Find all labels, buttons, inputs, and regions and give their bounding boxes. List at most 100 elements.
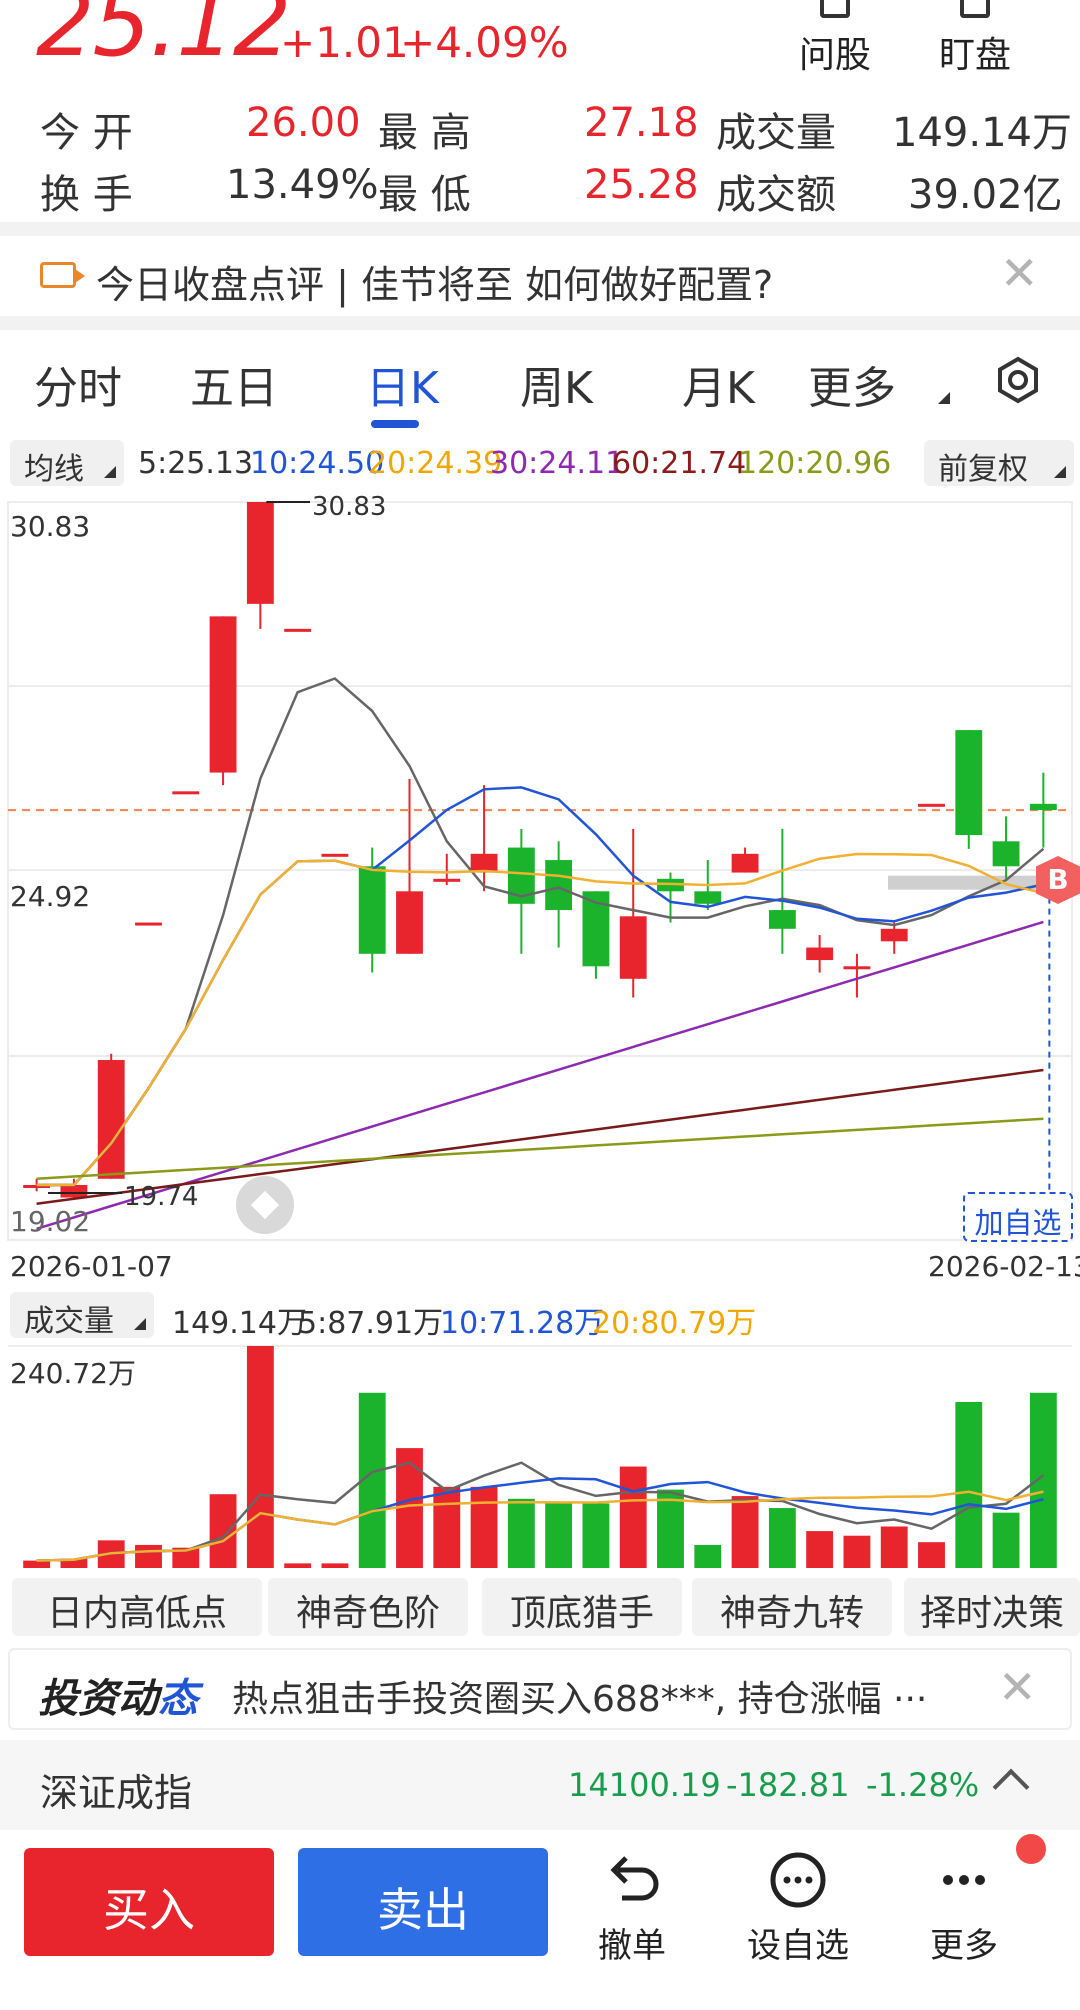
high-value: 27.18 bbox=[584, 100, 699, 146]
adjust-selector[interactable]: 前复权 bbox=[924, 440, 1074, 487]
volume-bar bbox=[470, 1486, 498, 1568]
min-annotation: 19.74 bbox=[124, 1182, 199, 1212]
volume-label: 成交量 bbox=[716, 110, 836, 156]
tab-more[interactable]: 更多 bbox=[808, 363, 896, 414]
news-brand-accent: 态 bbox=[158, 1676, 198, 1722]
volume-bar bbox=[768, 1508, 796, 1568]
price-change: +1.01 bbox=[280, 18, 409, 67]
index-value: 14100.19 bbox=[568, 1766, 721, 1804]
ma30-value: 30:24.11 bbox=[490, 446, 625, 481]
volume-bar bbox=[694, 1544, 722, 1568]
turnover-value: 13.49% bbox=[226, 162, 379, 208]
candle-body bbox=[23, 1185, 51, 1189]
volume-bar bbox=[433, 1486, 461, 1568]
volume-bar bbox=[1029, 1392, 1057, 1568]
candle-body bbox=[172, 791, 200, 795]
tool-top-bottom-hunter[interactable]: 顶底猎手 bbox=[482, 1578, 682, 1636]
candle-body bbox=[284, 628, 312, 632]
buy-button[interactable]: 买入 bbox=[24, 1848, 274, 1956]
volume-bar bbox=[806, 1531, 834, 1568]
watch-label: 盯盘 bbox=[938, 35, 1011, 76]
price-change-pct: +4.09% bbox=[400, 18, 569, 67]
candle-body bbox=[60, 1185, 88, 1198]
ma10-line bbox=[36, 786, 1044, 1187]
trade-bar: 买入 卖出 撤单 设自选 更多 bbox=[0, 1830, 1080, 2010]
tab-daily-k[interactable]: 日K bbox=[366, 363, 439, 414]
y-mid-label: 24.92 bbox=[10, 880, 91, 913]
more-circle-icon bbox=[770, 1852, 826, 1908]
volume-bar bbox=[955, 1401, 983, 1568]
settings-icon[interactable] bbox=[994, 356, 1042, 404]
volume-bar bbox=[135, 1544, 162, 1568]
notice-bar[interactable]: 今日收盘点评 | 佳节将至 如何做好配置? bbox=[0, 236, 1080, 316]
ma30-line bbox=[36, 920, 1044, 1230]
volume-bar bbox=[992, 1512, 1020, 1568]
index-bar[interactable]: 深证成指 14100.19 -182.81 -1.28% bbox=[0, 1740, 1080, 1830]
chevron-up-icon[interactable] bbox=[992, 1768, 1030, 1806]
tab-five-day[interactable]: 五日 bbox=[190, 363, 278, 414]
investment-news-bar[interactable]: 投资动态 热点狙击手投资圈买入688***, 持仓涨幅 ··· bbox=[8, 1648, 1072, 1730]
news-close-icon[interactable]: ✕ bbox=[998, 1660, 1037, 1714]
max-annotation: 30.83 bbox=[312, 492, 387, 522]
vol-ma5: 5:87.91万 bbox=[298, 1306, 444, 1341]
quote-grid: 今 开 26.00 最 高 27.18 成交量 149.14万 换 手 13.4… bbox=[0, 100, 1080, 220]
ma120-line bbox=[36, 1117, 1044, 1181]
candle-body bbox=[209, 616, 237, 773]
kline-chart[interactable] bbox=[0, 0, 1080, 1580]
candle-body bbox=[619, 916, 647, 979]
fullscreen-toggle-icon[interactable] bbox=[236, 1176, 294, 1234]
ma5-value: 5:25.13 bbox=[138, 446, 254, 481]
add-favorite-button[interactable]: 加自选 bbox=[963, 1192, 1073, 1242]
ma-selector[interactable]: 均线 bbox=[10, 440, 124, 487]
tab-intraday[interactable]: 分时 bbox=[34, 363, 122, 414]
more-button[interactable]: 更多 bbox=[904, 1850, 1024, 1970]
ask-stock-button[interactable]: 问股 bbox=[780, 0, 890, 76]
candle-body bbox=[321, 853, 349, 857]
notice-close-icon[interactable]: ✕ bbox=[1000, 246, 1039, 300]
news-brand: 投资动态 bbox=[38, 1666, 198, 1724]
tab-weekly-k[interactable]: 周K bbox=[520, 363, 593, 414]
tool-intraday-high-low[interactable]: 日内高低点 bbox=[12, 1578, 262, 1636]
candle-body bbox=[880, 928, 908, 942]
open-label: 今 开 bbox=[40, 110, 133, 156]
tool-timing-decision[interactable]: 择时决策 bbox=[904, 1578, 1080, 1636]
volume-bar bbox=[284, 1563, 312, 1568]
last-price: 25.12 bbox=[36, 0, 291, 77]
divider bbox=[0, 316, 1080, 330]
volume-bar bbox=[246, 1346, 274, 1568]
candle-body bbox=[731, 853, 759, 873]
tool-magic-color[interactable]: 神奇色阶 bbox=[268, 1578, 468, 1636]
tab-monthly-k[interactable]: 月K bbox=[682, 363, 755, 414]
candle-body bbox=[955, 730, 983, 836]
ma20-line bbox=[36, 852, 1044, 1187]
vol-ma20: 20:80.79万 bbox=[592, 1306, 757, 1341]
more-label: 更多 bbox=[930, 1926, 998, 1966]
candle-body bbox=[246, 502, 274, 604]
ma60-line bbox=[36, 1068, 1044, 1206]
y-bottom-label: 19.02 bbox=[10, 1205, 91, 1238]
set-favorite-button[interactable]: 设自选 bbox=[738, 1850, 858, 1970]
tool-magic-nine[interactable]: 神奇九转 bbox=[692, 1578, 892, 1636]
support-band bbox=[888, 875, 1070, 890]
index-pct: -1.28% bbox=[866, 1766, 980, 1804]
divider bbox=[0, 222, 1080, 236]
volume-selector[interactable]: 成交量 bbox=[10, 1292, 154, 1339]
sell-button[interactable]: 卖出 bbox=[298, 1848, 548, 1956]
vol-ma10: 10:71.28万 bbox=[440, 1306, 605, 1341]
video-icon bbox=[40, 262, 85, 288]
candle-body bbox=[433, 878, 461, 882]
candle-body bbox=[992, 841, 1020, 867]
end-date: 2026-02-13 bbox=[928, 1250, 1080, 1283]
buy-signal-marker[interactable]: B bbox=[1036, 856, 1080, 904]
low-value: 25.28 bbox=[584, 162, 699, 208]
candle-body bbox=[470, 853, 498, 873]
dropdown-icon bbox=[134, 1318, 146, 1330]
candle-body bbox=[358, 866, 386, 954]
cancel-order-button[interactable]: 撤单 bbox=[572, 1850, 692, 1970]
volume-bar bbox=[321, 1563, 349, 1568]
set-favorite-label: 设自选 bbox=[747, 1926, 849, 1966]
watch-button[interactable]: 盯盘 bbox=[920, 0, 1030, 76]
volume-legend-row: 成交量 149.14万 5:87.91万 10:71.28万 20:80.79万 bbox=[0, 1292, 1080, 1341]
notification-dot bbox=[1016, 1834, 1046, 1864]
